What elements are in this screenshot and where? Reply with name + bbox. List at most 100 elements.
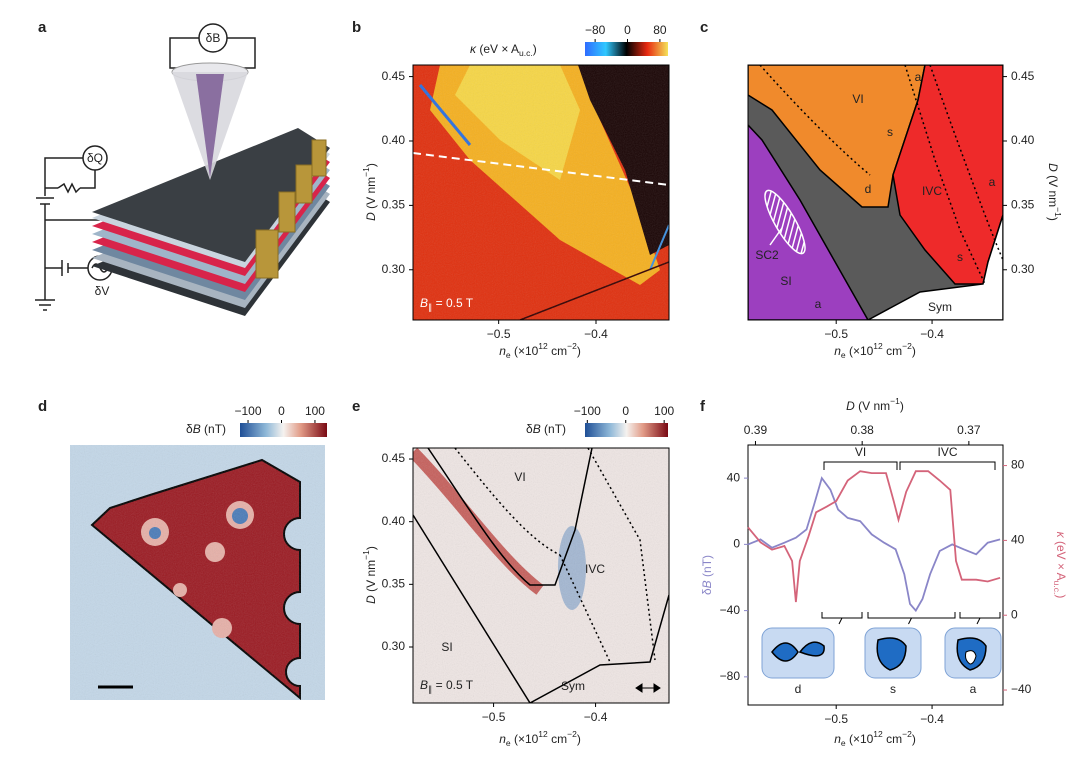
x2-tick-label: 0.37 — [957, 423, 981, 437]
x2-axis-label: D (V nm−1) — [846, 396, 904, 413]
label-part: −1 — [1053, 207, 1063, 217]
colorbar — [585, 42, 668, 56]
label-part: e — [841, 350, 846, 360]
label-part: −2 — [902, 729, 912, 739]
label-part: ) — [533, 42, 537, 56]
label-part: = 0.5 T — [432, 678, 473, 692]
bracket — [867, 612, 956, 625]
colorbar-tick-label: 0 — [622, 404, 629, 418]
plot-frame — [747, 444, 1004, 706]
phase-label: SI — [780, 274, 791, 288]
x-tick-label: −0.5 — [482, 710, 506, 724]
label-part: ) — [1054, 594, 1068, 598]
label-part: −2 — [902, 341, 912, 351]
label-part: D — [846, 399, 855, 413]
label-part: n — [834, 344, 841, 358]
x-tick-label: −0.4 — [584, 327, 608, 341]
phase-label: s — [887, 125, 893, 139]
field-annotation: B∥ = 0.5 T — [420, 296, 474, 312]
label-part: ) — [1046, 217, 1060, 221]
fermi-surface-insets — [761, 627, 1002, 679]
x-axis-label: ne (×1012 cm−2) — [834, 341, 916, 360]
device-label: δV — [95, 284, 110, 298]
colorbar-tick-label: 100 — [654, 404, 674, 418]
x-tick-label: −0.4 — [920, 327, 944, 341]
colorbar — [585, 423, 668, 437]
phase-label: VI — [852, 92, 863, 106]
x-axis-label: ne (×1012 cm−2) — [499, 729, 581, 748]
x2-tick-label: 0.39 — [744, 423, 768, 437]
device-label: δQ — [87, 151, 103, 165]
y-axis-label: D (V nm−1) — [1046, 163, 1063, 221]
label-part: ) — [912, 732, 916, 746]
label-part: n — [499, 344, 506, 358]
label-part: ) — [364, 546, 378, 550]
label-part: ) — [364, 163, 378, 167]
label-part: B — [193, 422, 201, 436]
device-label: δB — [206, 31, 221, 45]
phase-label: IVC — [922, 184, 942, 198]
y2-axis-label: κ (eV × Au.c.) — [1052, 532, 1068, 599]
magnetization-map — [413, 448, 669, 703]
magnetization-image — [70, 445, 325, 700]
inset-label: s — [890, 682, 896, 696]
phase-label: IVC — [585, 562, 605, 576]
colorbar-tick-label: −100 — [574, 404, 601, 418]
phase-label: a — [815, 297, 822, 311]
x-axis-label: ne (×1012 cm−2) — [834, 729, 916, 748]
colorbar-tick-label: 0 — [278, 404, 285, 418]
label-part: B — [420, 296, 428, 310]
label-part: cm — [883, 732, 902, 746]
label-part: u.c. — [1052, 581, 1062, 595]
label-part: 12 — [538, 341, 548, 351]
label-part: κ — [470, 42, 477, 56]
label-part: ∥ — [428, 302, 432, 312]
label-part: −2 — [567, 341, 577, 351]
phase-label: SI — [441, 640, 452, 654]
x-tick-label: −0.5 — [487, 327, 511, 341]
colorbar — [240, 423, 327, 437]
y-tick-label: 0.40 — [382, 514, 406, 528]
panel-label: b — [352, 19, 361, 36]
y-tick-label: 0.45 — [382, 451, 406, 465]
plot-frame — [412, 64, 670, 321]
plot-frame — [747, 64, 1004, 321]
y-tick-label: 0.45 — [382, 69, 406, 83]
label-part: D — [364, 212, 378, 221]
x-tick-label: −0.4 — [584, 710, 608, 724]
label-part: e — [841, 738, 846, 748]
label-part: κ — [1054, 532, 1068, 539]
phase-label: a — [915, 70, 922, 84]
inset-label: d — [795, 682, 802, 696]
phase-label: VI — [514, 470, 525, 484]
y2-tick-label: 80 — [1011, 458, 1025, 472]
label-part: −2 — [567, 729, 577, 739]
label-part: (×10 — [846, 732, 874, 746]
y-tick-label: 0.35 — [382, 198, 406, 212]
label-part: δ — [700, 588, 714, 595]
data-line — [747, 470, 1001, 603]
y2-tick-label: 0 — [1011, 607, 1018, 621]
kappa-map — [413, 65, 669, 320]
label-part: 12 — [538, 729, 548, 739]
panel-label: f — [700, 398, 706, 415]
x-tick-label: −0.5 — [824, 712, 848, 726]
label-part: ∥ — [428, 684, 432, 694]
label-part: −1 — [890, 396, 900, 406]
colorbar-tick-label: 0 — [624, 23, 631, 37]
bracket — [821, 612, 863, 625]
label-part: (nT) — [201, 422, 226, 436]
label-part: B — [420, 678, 428, 692]
label-part: (V nm — [364, 177, 378, 212]
label-part: cm — [548, 732, 567, 746]
y-tick-label: 0.40 — [382, 133, 406, 147]
phase-label: a — [989, 175, 996, 189]
y-tick-label: 0.30 — [382, 639, 406, 653]
label-part: 12 — [873, 729, 883, 739]
label-part: (×10 — [511, 344, 539, 358]
panel-label: a — [38, 19, 47, 36]
label-part: A — [511, 42, 519, 56]
y-tick-label: −40 — [720, 603, 741, 617]
label-part: ) — [577, 732, 581, 746]
